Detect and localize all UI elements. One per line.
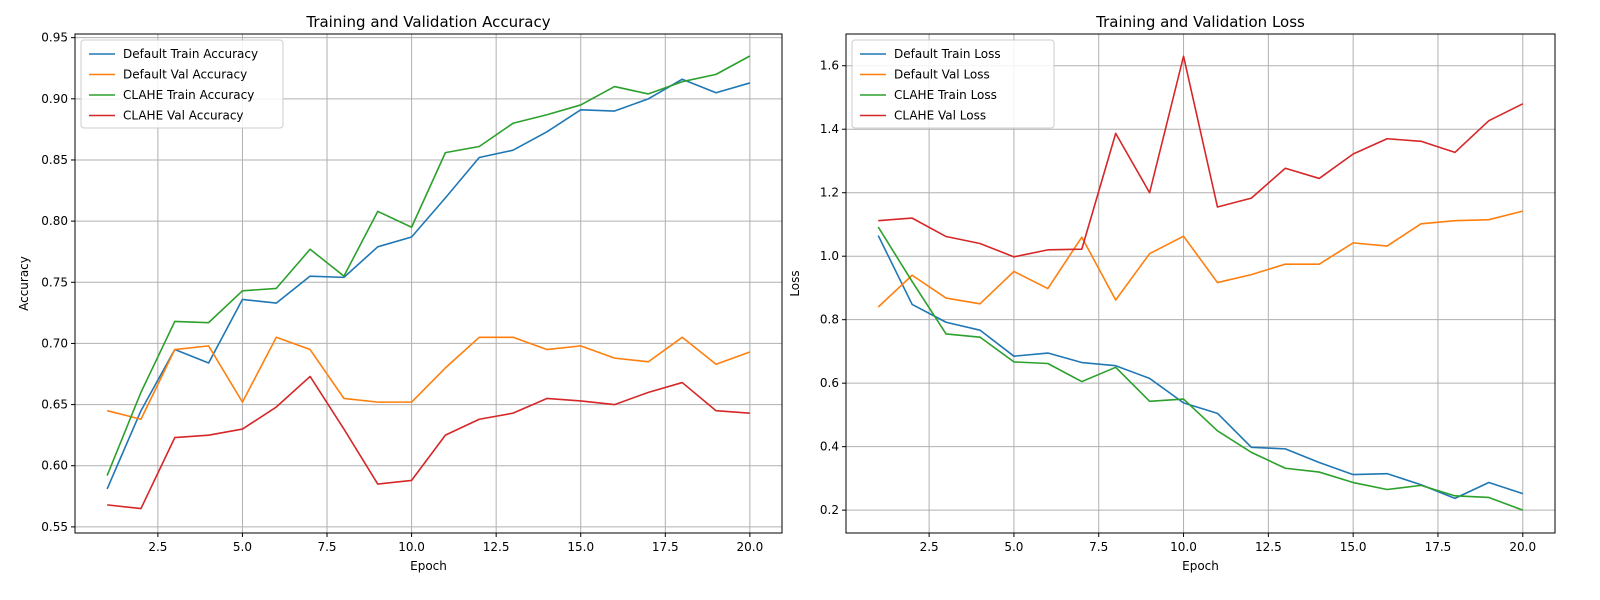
x-tick-label: 20.0 [737, 540, 764, 554]
y-tick-label: 0.6 [820, 376, 839, 390]
y-tick-label: 0.8 [820, 313, 839, 327]
legend-label: Default Val Accuracy [123, 68, 247, 82]
y-tick-label: 0.60 [41, 459, 68, 473]
legend-label: CLAHE Val Loss [894, 109, 986, 123]
legend-label: Default Train Loss [894, 47, 1001, 61]
loss-chart: 2.5 5.0 7.5 10.0 12.5 15.0 17.5 20.0 0.2 0.4 0.6 0.… [788, 13, 1556, 573]
y-tick-label: 0.95 [41, 31, 68, 45]
x-tick-label: 12.5 [483, 540, 510, 554]
y-tick-label: 0.80 [41, 214, 68, 228]
x-tick-label: 15.0 [567, 540, 594, 554]
x-tick-label: 17.5 [652, 540, 679, 554]
legend-label: CLAHE Train Loss [894, 88, 997, 102]
x-tick-label: 15.0 [1340, 540, 1367, 554]
series-line-clahe-val-accuracy [107, 375, 750, 510]
y-axis-label: Loss [788, 270, 802, 296]
y-tick-label: 0.55 [41, 520, 68, 534]
y-tick-label: 1.0 [820, 249, 839, 263]
x-tick-label: 2.5 [148, 540, 167, 554]
series-group [877, 55, 1524, 511]
y-tick-label: 1.2 [820, 186, 839, 200]
plot-frame [845, 33, 1556, 534]
x-tick-label: 10.0 [1170, 540, 1197, 554]
x-tick-label: 7.5 [1089, 540, 1108, 554]
x-tick-label: 20.0 [1509, 540, 1536, 554]
series-line-default-val-accuracy [106, 336, 751, 421]
series-line-clahe-val-loss [878, 55, 1524, 258]
series-line-default-train-loss [877, 235, 1524, 500]
x-tick-label: 7.5 [317, 540, 336, 554]
legend-label: Default Train Accuracy [123, 47, 258, 61]
series-line-default-val-loss [877, 210, 1523, 308]
series-line-clahe-train-accuracy [106, 55, 751, 476]
series-line-default-train-accuracy [106, 78, 751, 490]
y-tick-label: 0.70 [41, 336, 68, 350]
x-axis-label: Epoch [410, 559, 447, 573]
y-tick-label: 0.90 [41, 92, 68, 106]
y-tick-label: 1.4 [820, 122, 839, 136]
y-tick-label: 0.2 [820, 503, 839, 517]
x-tick-label: 5.0 [233, 540, 252, 554]
legend: Default Train Accuracy Default Val Accura… [80, 39, 284, 129]
series-line-clahe-train-loss [877, 226, 1524, 511]
plot-frame [74, 33, 783, 534]
legend-label: CLAHE Val Accuracy [123, 109, 244, 123]
chart-title: Training and Validation Accuracy [305, 13, 550, 31]
legend-label: Default Val Loss [894, 68, 990, 82]
legend-box [851, 39, 1055, 129]
legend-box [80, 39, 284, 129]
chart-title: Training and Validation Loss [1095, 13, 1305, 31]
x-tick-label: 2.5 [920, 540, 939, 554]
x-axis-label: Epoch [1182, 559, 1219, 573]
y-axis-label: Accuracy [17, 256, 31, 311]
accuracy-chart: 2.5 5.0 7.5 10.0 12.5 15.0 17.5 20.0 0.55 0.60 0.6… [17, 13, 783, 573]
y-tick-label: 1.6 [820, 59, 839, 73]
y-tick-label: 0.65 [41, 398, 68, 412]
x-tick-label: 5.0 [1004, 540, 1023, 554]
y-tick-label: 0.4 [820, 440, 839, 454]
legend-label: CLAHE Train Accuracy [123, 88, 254, 102]
y-tick-label: 0.85 [41, 153, 68, 167]
x-tick-label: 12.5 [1255, 540, 1282, 554]
legend: Default Train Loss Default Val Loss CLAHE … [851, 39, 1055, 129]
x-tick-label: 17.5 [1425, 540, 1452, 554]
x-tick-label: 10.0 [398, 540, 425, 554]
y-tick-label: 0.75 [41, 275, 68, 289]
series-group [106, 55, 751, 510]
